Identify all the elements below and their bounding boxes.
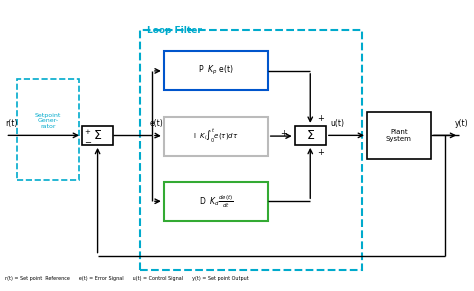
Text: +: + [281, 129, 287, 138]
Bar [164, 182, 268, 221]
Text: −: − [84, 138, 91, 147]
Text: +: + [84, 129, 90, 136]
Bar [164, 52, 268, 91]
Text: I  $K_i\int_0^t e(\tau)d\tau$: I $K_i\int_0^t e(\tau)d\tau$ [193, 127, 238, 145]
Bar [140, 30, 362, 270]
Text: u(t): u(t) [330, 119, 345, 128]
Text: Loop Filter: Loop Filter [147, 26, 202, 36]
Text: Σ: Σ [94, 129, 101, 142]
Text: r(t): r(t) [5, 119, 18, 128]
Bar [295, 126, 326, 145]
Text: P  $K_p$ e(t): P $K_p$ e(t) [198, 64, 234, 77]
Text: Σ: Σ [306, 129, 314, 142]
Text: r(t) = Set point  Reference      e(t) = Error Signal      u(t) = Control Signal : r(t) = Set point Reference e(t) = Error … [5, 276, 249, 281]
Text: Plant
System: Plant System [386, 129, 412, 142]
Text: +: + [318, 114, 324, 123]
Bar [164, 116, 268, 156]
Text: Setpoint
Gener-
rator: Setpoint Gener- rator [35, 113, 61, 129]
Text: e(t): e(t) [150, 119, 164, 128]
Text: y(t): y(t) [455, 119, 468, 128]
Bar [17, 79, 79, 180]
Text: +: + [318, 148, 324, 157]
Text: D  $K_d\frac{de(t)}{dt}$: D $K_d\frac{de(t)}{dt}$ [199, 193, 233, 210]
Bar [82, 126, 113, 145]
Bar [367, 112, 431, 159]
